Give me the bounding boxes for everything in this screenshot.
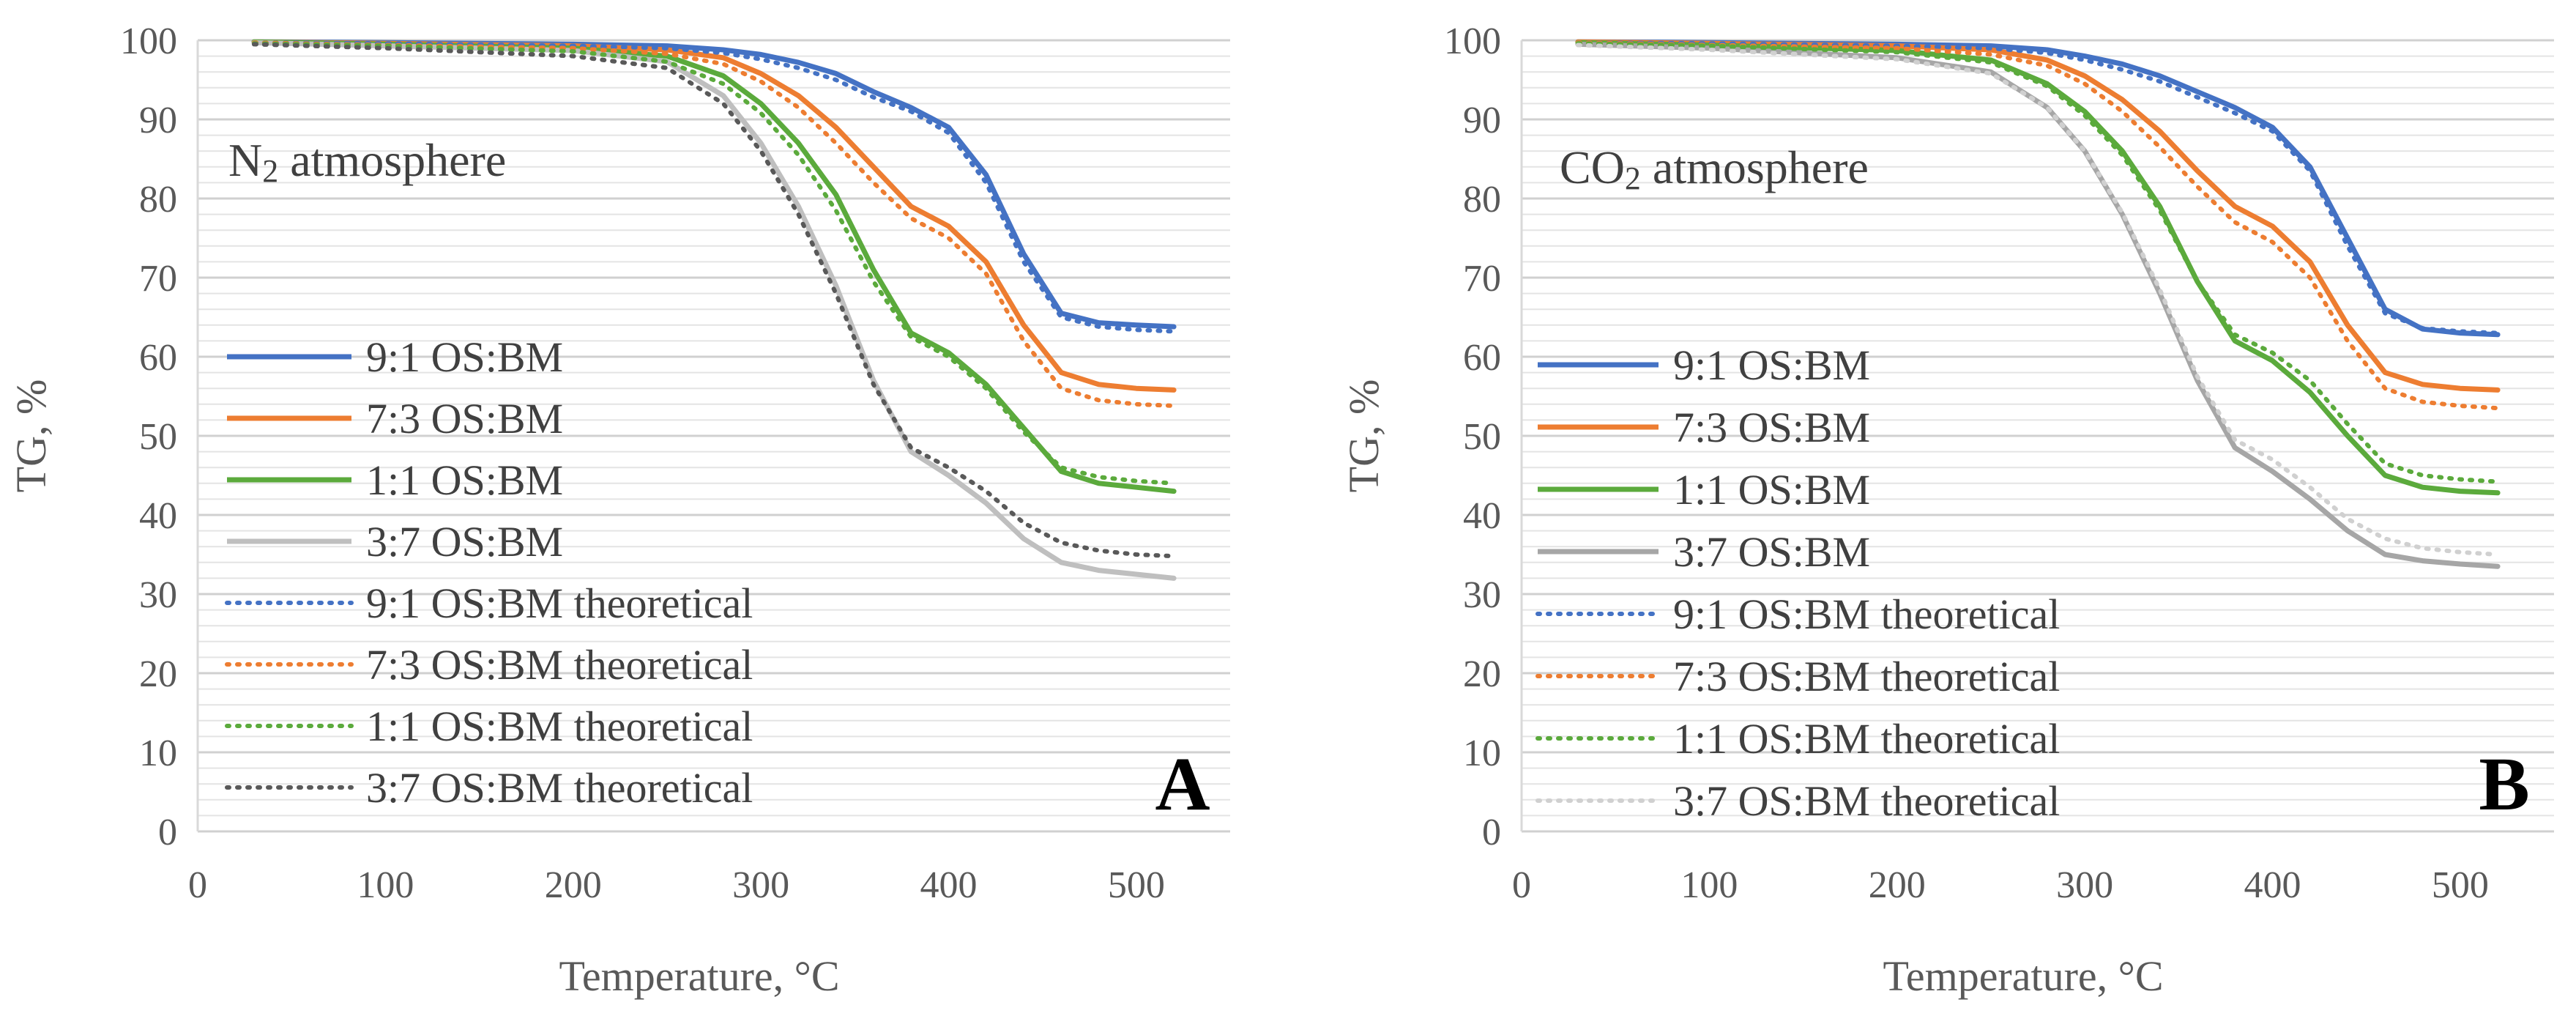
panel-b-legend-label-9-1-os-bm-theoretical: 9:1 OS:BM theoretical bbox=[1673, 590, 2060, 638]
panel-b-legend-label-1-1-os-bm: 1:1 OS:BM bbox=[1673, 466, 1870, 513]
panel-a-series-9-1-os-bm-theoretical bbox=[251, 40, 1177, 334]
panel-a-legend-label-7-3-os-bm-theoretical: 7:3 OS:BM theoretical bbox=[366, 641, 753, 689]
panel-b-y-tick-label: 50 bbox=[1463, 416, 1501, 458]
panel-b-y-tick-label: 80 bbox=[1463, 179, 1501, 220]
panel-b-legend-label-7-3-os-bm-theoretical: 7:3 OS:BM theoretical bbox=[1673, 653, 2060, 700]
panel-b-legend-label-3-7-os-bm-theoretical: 3:7 OS:BM theoretical bbox=[1673, 777, 2060, 825]
panel-b-x-tick-label: 200 bbox=[1869, 864, 1926, 906]
panel-b-y-axis-title: TG, % bbox=[1340, 379, 1388, 493]
panel-b-chart: 0 10 20 30 40 50 60 70 80 90 100 0 100 200 300 400 500 Te… bbox=[1340, 21, 2554, 1000]
panel-a-atmosphere-annotation: N2 atmosphere bbox=[228, 134, 506, 189]
panel-a-legend-label-3-7-os-bm: 3:7 OS:BM bbox=[366, 518, 563, 566]
panel-a-series-3-7-os-bm-theoretical bbox=[251, 42, 1177, 559]
panel-a-x-axis-title: Temperature, °C bbox=[559, 952, 839, 1000]
panel-a-chart: 0 10 20 30 40 50 60 70 80 90 100 0 100 200 300 400 500 Te… bbox=[7, 21, 1230, 1000]
panel-a-x-tick-label: 500 bbox=[1108, 864, 1165, 906]
panel-b-y-tick-label: 60 bbox=[1463, 337, 1501, 379]
panel-a-y-tick-label: 100 bbox=[120, 21, 177, 62]
panel-b-x-axis-title: Temperature, °C bbox=[1883, 952, 2163, 1000]
panel-a-y-tick-label: 60 bbox=[139, 337, 177, 379]
panel-b-legend-label-7-3-os-bm: 7:3 OS:BM bbox=[1673, 404, 1870, 451]
panel-a-y-tick-label: 30 bbox=[139, 574, 177, 616]
panel-b-y-tick-label: 10 bbox=[1463, 733, 1501, 774]
panel-a-series-7-3-os-bm-theoretical bbox=[251, 40, 1177, 408]
panel-b-y-tick-label: 90 bbox=[1463, 100, 1501, 141]
panel-a-series-1-1-os-bm-theoretical bbox=[251, 41, 1177, 486]
panel-b-panel-letter: B bbox=[2479, 742, 2529, 826]
panel-a-y-axis-title: TG, % bbox=[7, 379, 55, 493]
panel-a-y-tick-label: 10 bbox=[139, 733, 177, 774]
panel-b-atmosphere-annotation: CO2 atmosphere bbox=[1560, 141, 1869, 196]
panel-a-x-tick-label: 100 bbox=[357, 864, 414, 906]
panel-a-y-tick-label: 90 bbox=[139, 100, 177, 141]
panel-b-series-3-7-os-bm-theoretical bbox=[1575, 42, 2501, 557]
panel-b-legend-label-3-7-os-bm: 3:7 OS:BM bbox=[1673, 528, 1870, 576]
panel-b-series-7-3-os-bm bbox=[1575, 39, 2501, 393]
panel-a-y-tick-label: 70 bbox=[139, 258, 177, 300]
panel-a-y-tick-label: 0 bbox=[158, 812, 177, 853]
panel-b-y-tick-label: 100 bbox=[1444, 21, 1501, 62]
panel-a-y-tick-label: 80 bbox=[139, 179, 177, 220]
panel-b-series-1-1-os-bm-theoretical bbox=[1575, 41, 2501, 484]
panel-a-panel-letter: A bbox=[1155, 742, 1210, 826]
panel-a-legend-label-1-1-os-bm: 1:1 OS:BM bbox=[366, 456, 563, 504]
panel-b-series-9-1-os-bm-theoretical bbox=[1575, 40, 2501, 335]
panel-a-legend-label-9-1-os-bm-theoretical: 9:1 OS:BM theoretical bbox=[366, 579, 753, 627]
panel-a-legend-label-3-7-os-bm-theoretical: 3:7 OS:BM theoretical bbox=[366, 764, 753, 812]
panel-b-x-tick-label: 400 bbox=[2244, 864, 2301, 906]
panel-a-y-tick-label: 50 bbox=[139, 416, 177, 458]
panel-a-y-tick-label: 20 bbox=[139, 653, 177, 695]
panel-a-legend: 9:1 OS:BM 7:3 OS:BM 1:1 OS:BM 3:7 OS:BM 9:1 … bbox=[225, 333, 753, 812]
panel-b-y-tick-label: 0 bbox=[1482, 812, 1501, 853]
panel-b-x-tick-label: 100 bbox=[1680, 864, 1738, 906]
panel-b-legend-label-1-1-os-bm-theoretical: 1:1 OS:BM theoretical bbox=[1673, 715, 2060, 763]
panel-b-x-tick-label: 300 bbox=[2056, 864, 2113, 906]
panel-b-y-tick-label: 70 bbox=[1463, 258, 1501, 300]
panel-a-legend-label-1-1-os-bm-theoretical: 1:1 OS:BM theoretical bbox=[366, 702, 753, 750]
panel-b-y-tick-label: 20 bbox=[1463, 653, 1501, 695]
panel-b-legend: 9:1 OS:BM 7:3 OS:BM 1:1 OS:BM 3:7 OS:BM 9:1 … bbox=[1535, 341, 2060, 825]
panel-b-legend-label-9-1-os-bm: 9:1 OS:BM bbox=[1673, 341, 1870, 389]
panel-a-x-tick-label: 300 bbox=[732, 864, 789, 906]
panel-b-y-tick-label: 30 bbox=[1463, 574, 1501, 616]
panel-a-x-tick-label: 200 bbox=[545, 864, 602, 906]
panel-a-x-tick-label: 0 bbox=[188, 864, 207, 906]
panel-a-y-tick-label: 40 bbox=[139, 495, 177, 537]
panel-b-y-tick-label: 40 bbox=[1463, 495, 1501, 537]
panel-a-legend-label-9-1-os-bm: 9:1 OS:BM bbox=[366, 333, 563, 381]
panel-b-x-tick-label: 500 bbox=[2432, 864, 2489, 906]
panel-b-x-tick-label: 0 bbox=[1512, 864, 1531, 906]
panel-a-legend-label-7-3-os-bm: 7:3 OS:BM bbox=[366, 395, 563, 442]
panel-b-series-7-3-os-bm-theoretical bbox=[1575, 40, 2501, 411]
panel-a-x-tick-label: 400 bbox=[920, 864, 977, 906]
